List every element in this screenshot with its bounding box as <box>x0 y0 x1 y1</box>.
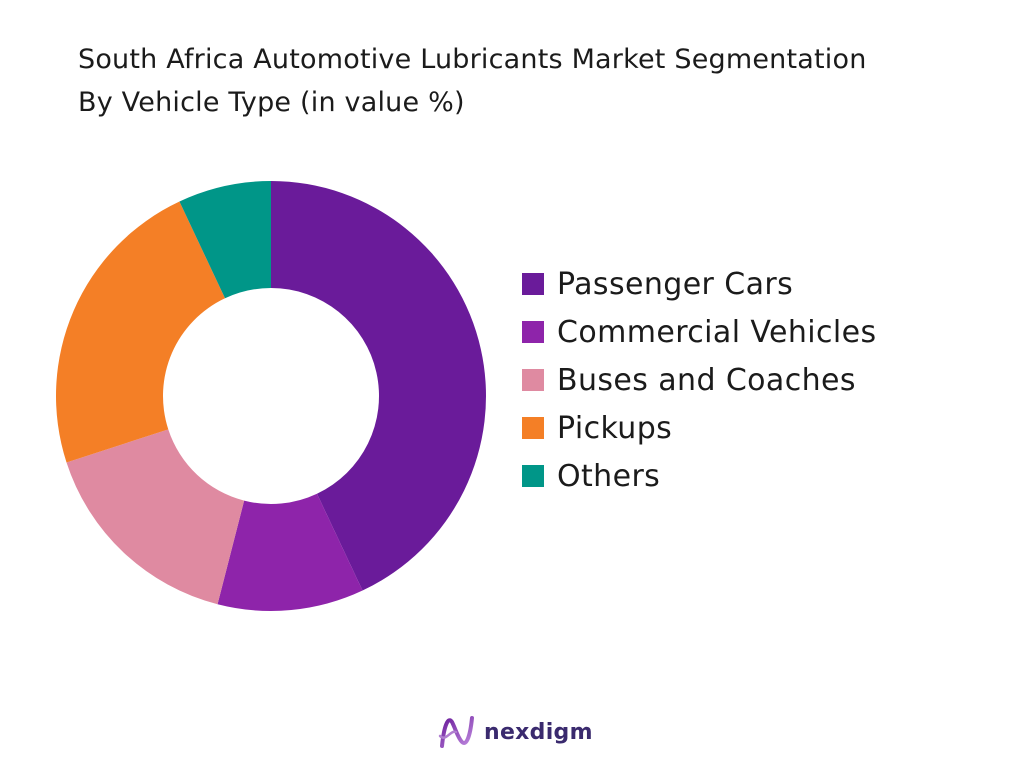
legend-swatch-others <box>522 465 544 487</box>
brand-name: nexdigm <box>484 719 593 745</box>
slice-others <box>179 181 271 299</box>
slice-pickups <box>55 201 226 463</box>
legend-label-others: Others <box>557 458 661 494</box>
legend-item-passenger-cars: Passenger Cars <box>522 260 876 308</box>
legend-label-passenger-cars: Passenger Cars <box>557 266 794 302</box>
legend-swatch-commercial-vehicles <box>522 321 544 343</box>
slice-passenger-cars <box>271 181 487 591</box>
legend-item-pickups: Pickups <box>522 404 876 452</box>
slice-buses-and-coaches <box>66 429 245 605</box>
legend-item-buses-and-coaches: Buses and Coaches <box>522 356 876 404</box>
legend-item-others: Others <box>522 452 876 500</box>
chart-title-line-1: South Africa Automotive Lubricants Marke… <box>78 44 867 75</box>
legend-label-commercial-vehicles: Commercial Vehicles <box>557 314 877 350</box>
legend-label-buses-and-coaches: Buses and Coaches <box>557 362 856 398</box>
footer-brand: nexdigm <box>438 712 593 752</box>
chart-legend: Passenger Cars Commercial Vehicles Buses… <box>522 260 876 500</box>
donut-slices <box>55 181 487 611</box>
legend-swatch-pickups <box>522 417 544 439</box>
legend-swatch-passenger-cars <box>522 273 544 295</box>
chart-title: South Africa Automotive Lubricants Marke… <box>78 38 1008 124</box>
slice-commercial-vehicles <box>217 493 363 611</box>
legend-label-pickups: Pickups <box>557 410 673 446</box>
chart-title-line-2: By Vehicle Type (in value %) <box>78 87 465 118</box>
legend-swatch-buses-and-coaches <box>522 369 544 391</box>
legend-item-commercial-vehicles: Commercial Vehicles <box>522 308 876 356</box>
nexdigm-logo-icon <box>438 716 474 748</box>
